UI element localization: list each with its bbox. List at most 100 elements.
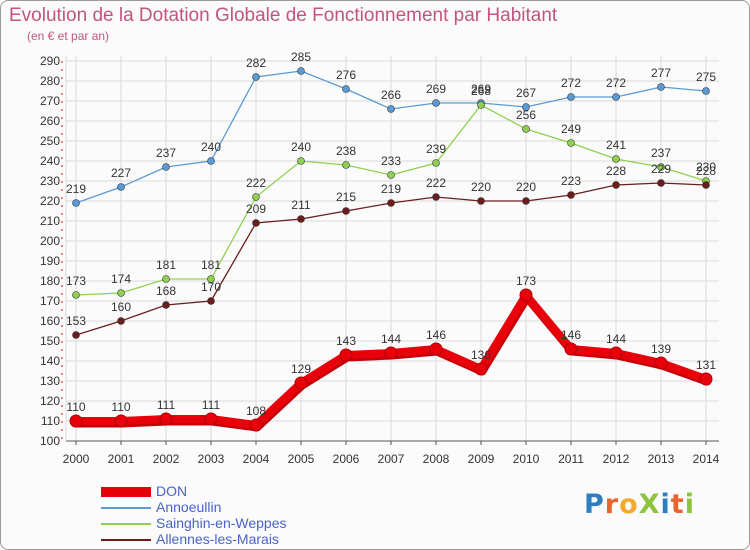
y-tick-label: 100 (40, 434, 60, 448)
data-point-don (384, 346, 398, 360)
data-point-don (654, 356, 668, 370)
y-tick-label: 210 (40, 214, 60, 228)
data-label-don: 110 (66, 400, 85, 414)
data-label-annoeullin: 237 (156, 146, 176, 160)
data-label-sainghin-en-weppes: 230 (696, 160, 716, 174)
data-label-don: 129 (291, 362, 311, 376)
data-point-don (429, 342, 443, 356)
data-label-allennes-les-marais: 211 (291, 198, 310, 212)
data-label-allennes-les-marais: 223 (561, 174, 581, 188)
data-point-don (159, 412, 173, 426)
logo-letter: X (638, 489, 661, 520)
data-point-annoeullin (612, 93, 620, 101)
data-label-annoeullin: 266 (381, 88, 401, 102)
y-tick-label: 140 (40, 354, 60, 368)
data-label-sainghin-en-weppes: 249 (561, 122, 581, 136)
data-label-annoeullin: 276 (336, 68, 356, 82)
y-tick-label: 290 (40, 54, 60, 68)
data-label-annoeullin: 272 (561, 76, 581, 90)
data-point-annoeullin (72, 199, 80, 207)
data-point-don (204, 412, 218, 426)
y-tick-label: 120 (40, 394, 60, 408)
data-point-don (294, 376, 308, 390)
data-label-allennes-les-marais: 228 (606, 164, 626, 178)
x-tick-label: 2012 (603, 452, 630, 466)
y-tick-label: 170 (40, 294, 60, 308)
data-label-sainghin-en-weppes: 222 (246, 176, 266, 190)
legend-label-annoeullin: Annoeullin (156, 499, 222, 515)
x-tick-label: 2008 (423, 452, 450, 466)
logo-letter: P (584, 489, 605, 520)
data-label-don: 131 (696, 358, 716, 372)
x-tick-label: 2010 (513, 452, 540, 466)
data-label-allennes-les-marais: 215 (336, 190, 356, 204)
y-tick-label: 270 (40, 94, 60, 108)
data-label-allennes-les-marais: 153 (66, 314, 86, 328)
x-tick-label: 2013 (648, 452, 675, 466)
data-label-annoeullin: 272 (606, 76, 626, 90)
data-label-sainghin-en-weppes: 174 (111, 272, 131, 286)
x-tick-label: 2001 (108, 452, 135, 466)
data-point-don (699, 372, 713, 386)
data-point-sainghin-en-weppes (432, 159, 440, 167)
data-label-don: 111 (202, 398, 221, 412)
data-label-don: 146 (561, 328, 581, 342)
chart-subtitle: (en € et par an) (27, 29, 110, 43)
data-point-annoeullin (297, 67, 305, 75)
data-label-don: 144 (381, 332, 401, 346)
data-label-don: 173 (516, 274, 536, 288)
data-label-sainghin-en-weppes: 240 (291, 140, 311, 154)
data-label-annoeullin: 277 (651, 66, 671, 80)
data-label-sainghin-en-weppes: 173 (66, 274, 86, 288)
data-label-allennes-les-marais: 222 (426, 176, 446, 190)
data-label-don: 108 (246, 404, 266, 418)
legend-label-don: DON (156, 483, 188, 499)
data-point-don (474, 362, 488, 376)
data-point-sainghin-en-weppes (522, 125, 530, 133)
data-point-sainghin-en-weppes (657, 163, 665, 171)
logo-letter: r (604, 489, 620, 520)
data-label-allennes-les-marais: 229 (651, 162, 671, 176)
data-point-don (339, 348, 353, 362)
data-label-sainghin-en-weppes: 181 (201, 258, 221, 272)
data-point-don (249, 418, 263, 432)
legend-swatch-sainghin-en-weppes (101, 523, 151, 525)
data-point-annoeullin (252, 73, 260, 81)
data-label-sainghin-en-weppes: 181 (156, 258, 176, 272)
data-label-don: 146 (426, 328, 446, 342)
y-tick-label: 200 (40, 234, 60, 248)
y-tick-label: 240 (40, 154, 60, 168)
data-label-don: 144 (606, 332, 626, 346)
legend-swatch-allennes-les-marais (101, 539, 151, 541)
data-point-allennes-les-marais (657, 179, 665, 187)
data-point-allennes-les-marais (522, 197, 530, 205)
data-point-allennes-les-marais (162, 301, 170, 309)
data-label-sainghin-en-weppes: 238 (336, 144, 356, 158)
data-point-sainghin-en-weppes (252, 193, 260, 201)
data-point-annoeullin (567, 93, 575, 101)
data-point-annoeullin (702, 87, 710, 95)
data-point-don (114, 414, 128, 428)
x-tick-label: 2003 (198, 452, 225, 466)
y-tick-label: 160 (40, 314, 60, 328)
data-label-allennes-les-marais: 168 (156, 284, 176, 298)
data-point-don (609, 346, 623, 360)
data-point-annoeullin (207, 157, 215, 165)
data-point-annoeullin (387, 105, 395, 113)
data-point-allennes-les-marais (702, 181, 710, 189)
data-point-allennes-les-marais (612, 181, 620, 189)
data-point-allennes-les-marais (387, 199, 395, 207)
legend-label-sainghin-en-weppes: Sainghin-en-Weppes (156, 515, 287, 531)
logo-letter: i (684, 489, 695, 520)
data-label-sainghin-en-weppes: 239 (426, 142, 446, 156)
data-point-sainghin-en-weppes (117, 289, 125, 297)
data-label-allennes-les-marais: 220 (471, 180, 491, 194)
data-label-don: 139 (651, 342, 671, 356)
data-label-annoeullin: 240 (201, 140, 221, 154)
data-label-annoeullin: 282 (246, 56, 266, 70)
y-tick-label: 230 (40, 174, 60, 188)
data-point-allennes-les-marais (297, 215, 305, 223)
data-point-allennes-les-marais (117, 317, 125, 325)
y-tick-label: 220 (40, 194, 60, 208)
